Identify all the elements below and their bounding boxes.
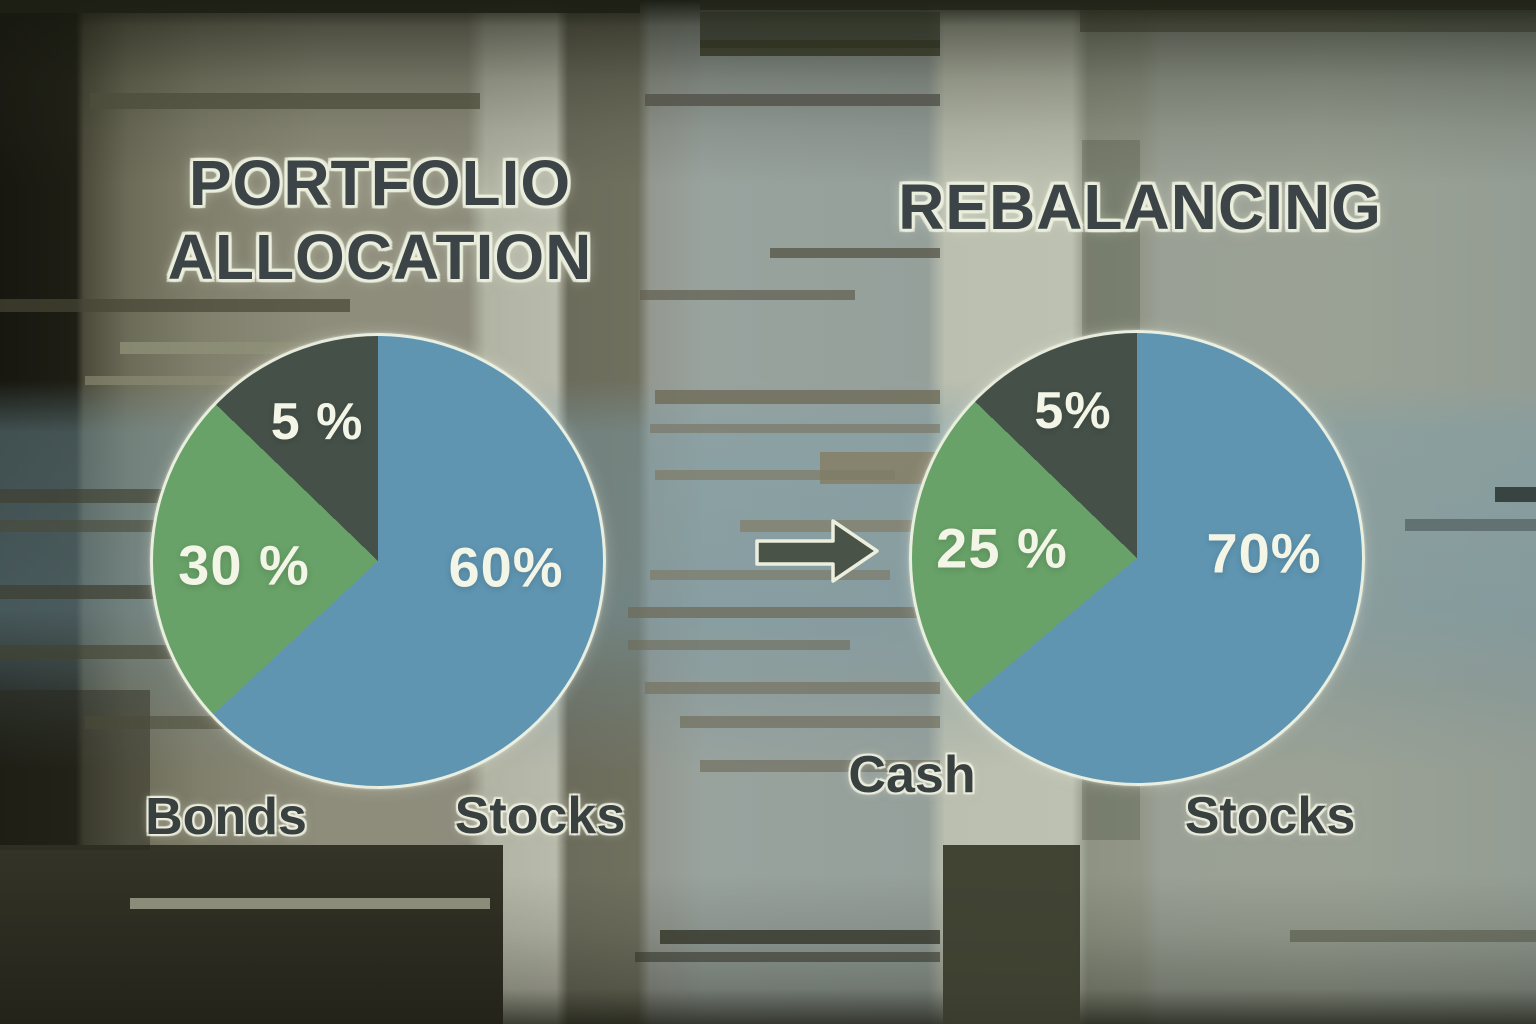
left-chart-title-line2: ALLOCATION (167, 221, 593, 293)
glitch-streak (700, 40, 940, 56)
slice-label-stocks-60: 60% (448, 535, 564, 599)
glitch-streak (120, 342, 310, 354)
glitch-streak (640, 290, 855, 300)
glitch-band-bottom-mid (943, 845, 1080, 1024)
glitch-streak (130, 898, 490, 909)
slice-label-stocks-70: 70% (1206, 521, 1322, 585)
glitch-streak (700, 760, 940, 772)
glitch-streak (660, 930, 940, 944)
left-chart-title: PORTFOLIO ALLOCATION (95, 146, 665, 294)
glitch-streak (1290, 930, 1536, 942)
slice-label-dark-5-right: 5% (1034, 382, 1112, 440)
slice-label-dark-5: 5 % (270, 393, 364, 451)
glitch-streak (0, 299, 350, 312)
glitch-streak (700, 0, 1536, 10)
glitch-streak (1405, 519, 1536, 531)
right-chart-title-line1: REBALANCING (898, 171, 1382, 243)
rebalancing-pie: 70% 25 % 5% (909, 330, 1365, 786)
slice-label-bonds-30: 30 % (178, 533, 310, 597)
right-arrow-icon (755, 519, 879, 583)
glitch-streak (1495, 487, 1536, 502)
glitch-streak (628, 607, 940, 618)
glitch-streak (650, 424, 940, 433)
category-label-cash: Cash (848, 746, 976, 804)
glitch-band-bottom-left (0, 845, 503, 1024)
glitch-streak (0, 0, 640, 13)
glitch-streak (635, 952, 940, 962)
portfolio-allocation-pie: 60% 30 % 5 % (150, 333, 606, 789)
category-label-bonds: Bonds (145, 788, 307, 846)
glitch-streak (655, 390, 940, 404)
slice-label-cash-25: 25 % (936, 516, 1068, 580)
glitch-streak (645, 94, 940, 106)
glitch-streak (770, 248, 940, 258)
glitch-streak (680, 716, 940, 728)
glitch-streak (655, 470, 895, 480)
category-label-stocks-left: Stocks (454, 787, 626, 845)
left-chart-title-line1: PORTFOLIO (188, 147, 572, 219)
right-chart-title: REBALANCING (860, 170, 1420, 244)
glitch-streak (650, 570, 890, 580)
glitch-streak (90, 93, 480, 109)
category-label-stocks-right: Stocks (1184, 787, 1356, 845)
glitch-streak (628, 640, 850, 650)
glitch-streak (1080, 10, 1536, 32)
glitch-streak (0, 585, 155, 599)
glitch-streak (645, 682, 940, 694)
glitch-streak (0, 645, 210, 659)
glitch-band-left-lower (0, 690, 150, 850)
